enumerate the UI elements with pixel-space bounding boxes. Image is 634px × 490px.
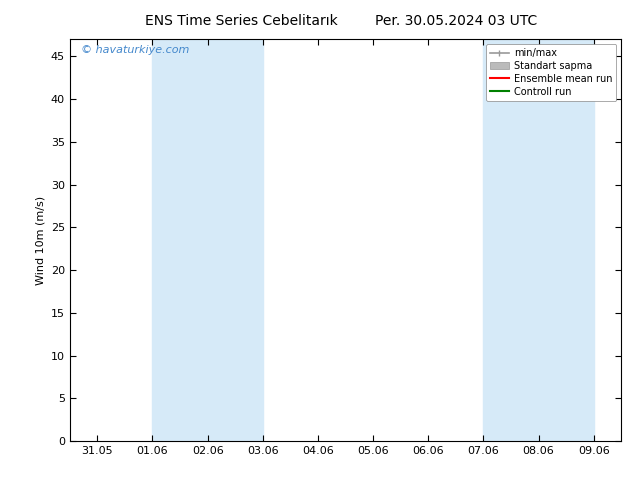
Text: Per. 30.05.2024 03 UTC: Per. 30.05.2024 03 UTC xyxy=(375,14,538,28)
Legend: min/max, Standart sapma, Ensemble mean run, Controll run: min/max, Standart sapma, Ensemble mean r… xyxy=(486,44,616,100)
Bar xyxy=(152,39,262,441)
Text: © havaturkiye.com: © havaturkiye.com xyxy=(81,45,189,55)
Text: ENS Time Series Cebelitarık: ENS Time Series Cebelitarık xyxy=(145,14,337,28)
Bar xyxy=(483,39,593,441)
Y-axis label: Wind 10m (m/s): Wind 10m (m/s) xyxy=(36,196,45,285)
